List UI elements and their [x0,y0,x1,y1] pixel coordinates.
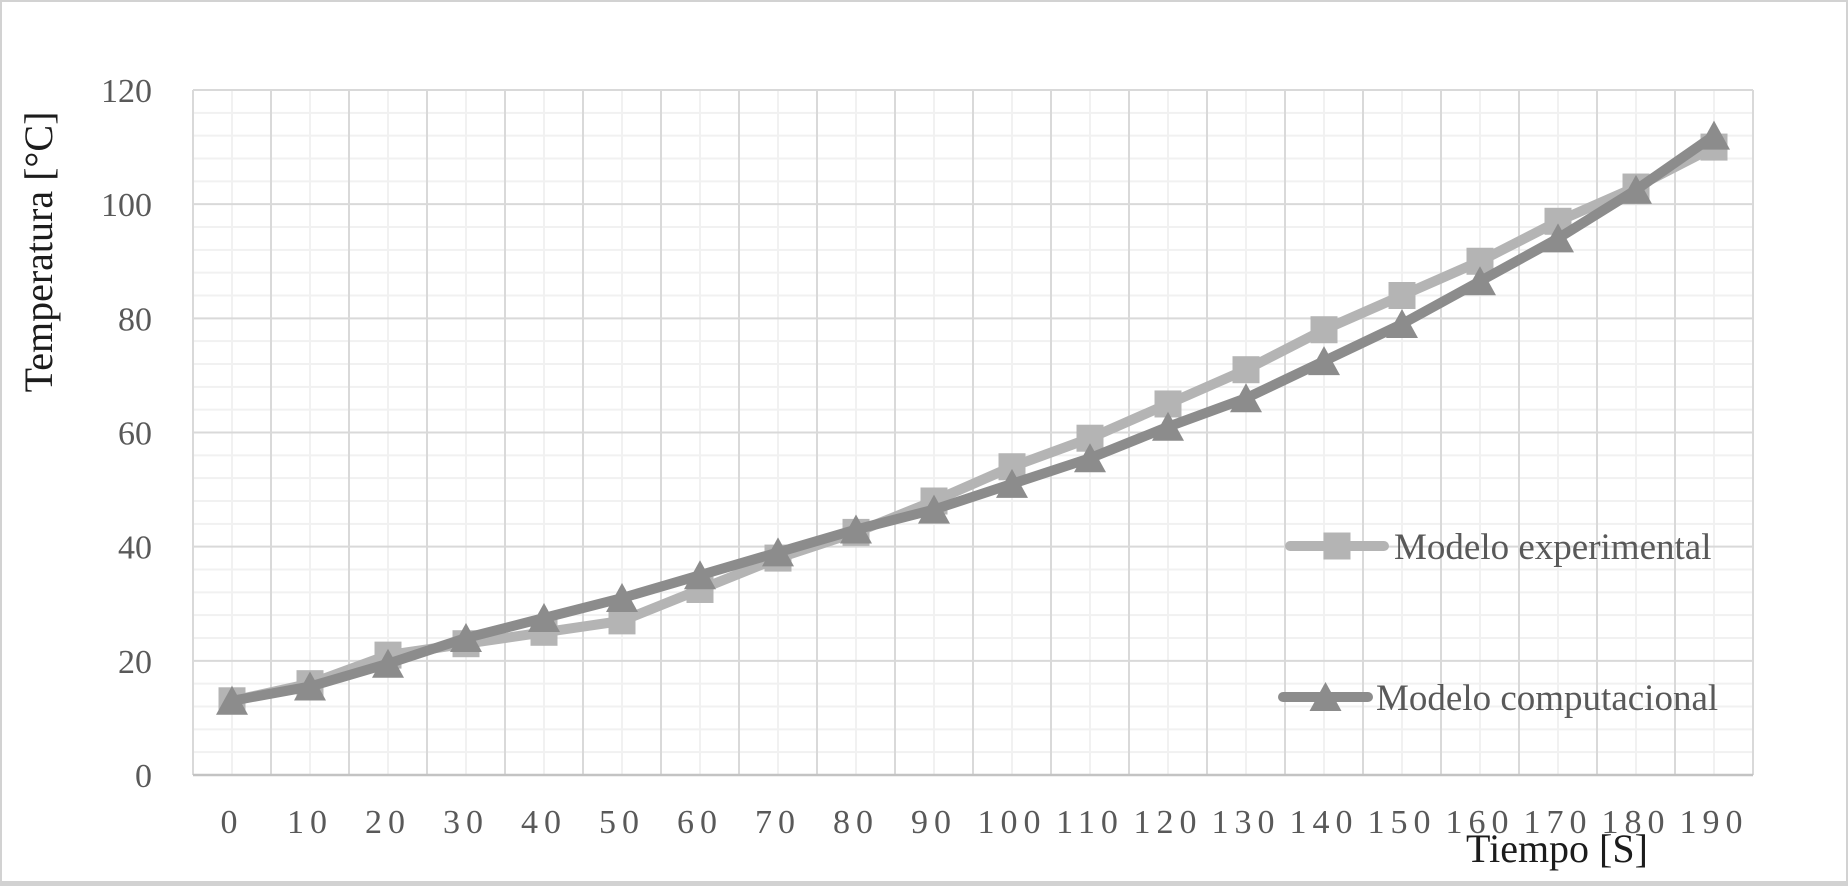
x-axis-tick-labels: 0 10 20 30 40 50 60 70 80 90 100 110 120 130 140 150 160… [221,804,1749,841]
marker-triangle [294,671,326,701]
x-tick-label: 90 [911,804,957,841]
x-tick-label: 10 [287,804,333,841]
marker-square [1232,356,1260,384]
x-tick-label: 180 [1602,804,1671,841]
marker-triangle [606,583,638,613]
gridlines-major [192,89,1754,775]
marker-triangle [216,685,248,715]
y-tick-label: 60 [118,416,152,453]
x-tick-label: 120 [1134,804,1203,841]
marker-triangle [1309,682,1342,711]
marker-square [1323,532,1351,560]
data-series [216,120,1730,715]
x-tick-label: 170 [1524,804,1593,841]
x-tick-label: 30 [443,804,489,841]
marker-triangle [1464,266,1496,296]
y-tick-label: 100 [101,187,152,224]
marker-triangle [528,603,560,633]
marker-triangle [1620,174,1652,204]
y-tick-label: 120 [101,73,152,110]
marker-triangle [840,514,872,544]
x-tick-label: 190 [1680,804,1749,841]
x-tick-label: 0 [221,804,244,841]
y-tick-label: 0 [135,758,152,795]
marker-triangle [684,560,716,590]
marker-triangle [1230,383,1262,413]
x-tick-label: 100 [978,804,1047,841]
legend-item-computacional: Modelo computacional [1278,678,1718,719]
marker-triangle [1074,443,1106,473]
y-axis-title: Temperatura [°C] [16,112,61,393]
x-tick-label: 140 [1290,804,1359,841]
x-tick-label: 20 [365,804,411,841]
legend: Modelo experimental Modelo computacional [1278,527,1718,719]
x-tick-label: 50 [599,804,645,841]
y-tick-label: 80 [118,301,152,338]
y-axis-tick-labels: 0 20 40 60 80 100 120 [101,73,152,795]
marker-triangle [1542,223,1574,253]
x-tick-label: 60 [677,804,723,841]
x-tick-label: 130 [1212,804,1281,841]
y-tick-label: 40 [118,530,152,567]
legend-label: Modelo computacional [1376,678,1718,719]
series-computacional [216,120,1730,715]
marker-square [1310,316,1338,344]
x-tick-label: 150 [1368,804,1437,841]
marker-triangle [1386,309,1418,339]
x-tick-label: 70 [755,804,801,841]
marker-square [1388,282,1416,309]
marker-triangle [996,468,1028,498]
marker-triangle [762,537,794,567]
marker-triangle [918,494,950,524]
marker-triangle [372,648,404,678]
series-line [227,130,1719,706]
x-axis-title: Tiempo [S] [1466,826,1648,871]
x-tick-label: 80 [833,804,879,841]
marker-triangle [1698,120,1730,150]
marker-triangle [450,623,482,652]
x-tick-label: 110 [1056,804,1124,841]
marker-triangle [1152,411,1184,441]
marker-triangle [1308,346,1340,376]
legend-label: Modelo experimental [1394,527,1711,568]
x-tick-label: 40 [521,804,567,841]
legend-item-experimental: Modelo experimental [1285,527,1711,568]
y-tick-label: 20 [118,644,152,681]
x-tick-label: 160 [1446,804,1515,841]
axis-titles: Temperatura [°C] Tiempo [S] [16,112,1648,871]
